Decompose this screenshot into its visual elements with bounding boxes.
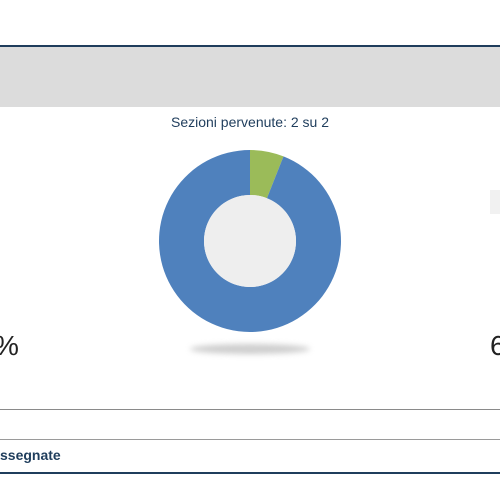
donut-svg (159, 150, 341, 332)
donut-chart (155, 146, 345, 336)
right-percentage-value: 6 (490, 330, 500, 361)
table-header-divider (0, 439, 500, 440)
sections-received-label: Sezioni pervenute: 2 su 2 (171, 114, 329, 130)
header-band (0, 47, 500, 107)
top-divider (0, 45, 500, 47)
chart-shadow (190, 344, 310, 354)
bottom-divider (0, 472, 500, 474)
donut-hole (204, 195, 296, 287)
left-percentage-value: % (0, 330, 19, 362)
section-divider (0, 409, 500, 410)
assigned-seats-label: ssegnate (0, 447, 61, 463)
donut-slice-0 (250, 150, 284, 199)
right-faded-mark (490, 190, 500, 214)
donut-slice-1 (159, 150, 341, 332)
